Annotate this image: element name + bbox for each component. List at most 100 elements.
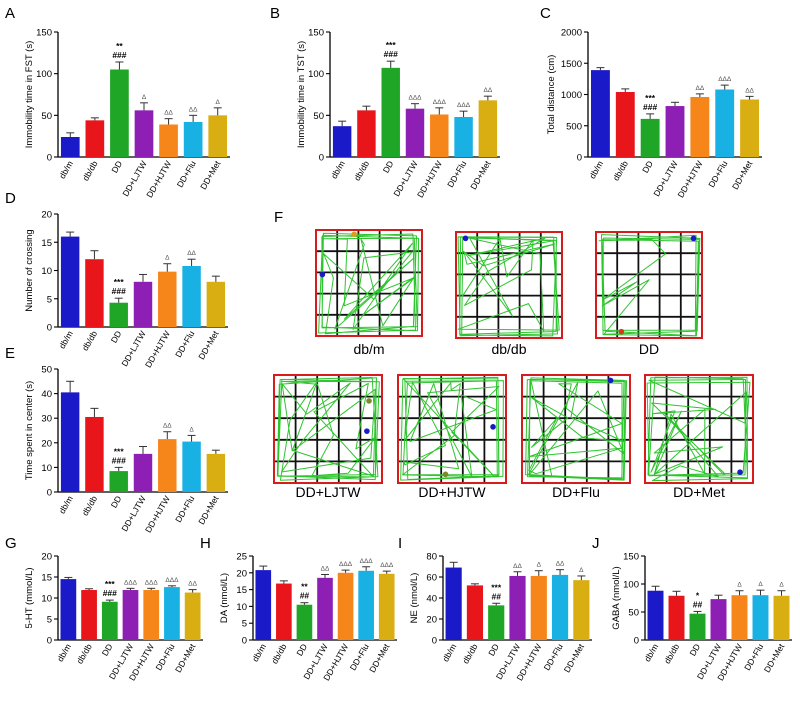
track-arena-dd-flu: DD+Flu — [521, 374, 631, 500]
y-tick-label: 5 — [47, 294, 52, 305]
y-tick-label: 15 — [41, 573, 52, 584]
significance-mark: ΔΔ — [321, 565, 330, 572]
bar-dd — [109, 471, 128, 492]
significance-mark: *** — [114, 277, 125, 287]
bar-dd-hjtw — [690, 97, 710, 157]
significance-mark: ΔΔ — [189, 106, 198, 113]
x-tick-label: DD+Flu — [173, 329, 196, 359]
bar-dd — [381, 67, 400, 157]
x-tick-label: DD+Met — [562, 641, 587, 674]
x-tick-label: db/db — [460, 642, 479, 666]
panel-label: A — [5, 5, 15, 22]
bar-db-db — [85, 416, 104, 492]
significance-mark: Δ — [579, 567, 584, 574]
bar-db-db — [357, 110, 376, 157]
significance-mark: Δ — [737, 582, 742, 589]
position-marker — [690, 235, 697, 242]
y-tick-label: 50 — [313, 111, 324, 122]
y-tick-label: 50 — [41, 111, 52, 122]
bar-dd-flu — [182, 265, 201, 327]
arena-border — [273, 374, 383, 484]
y-axis-label: DA (nmol/L) — [219, 573, 230, 623]
x-tick-label: db/m — [250, 642, 268, 663]
significance-mark: ### — [643, 102, 657, 112]
significance-mark: ΔΔΔ — [457, 102, 471, 109]
arena-border — [521, 374, 631, 484]
x-tick-label: DD+HJTW — [675, 159, 704, 199]
y-tick-label: 15 — [236, 585, 247, 596]
significance-mark: ## — [693, 599, 703, 609]
significance-mark: ΔΔ — [556, 561, 565, 568]
bar-dd-ljtw — [133, 453, 153, 492]
bar-dd-met — [378, 573, 395, 640]
x-tick-label: DD+Flu — [445, 159, 468, 189]
significance-mark: ΔΔΔ — [408, 95, 422, 102]
significance-mark: ## — [491, 591, 501, 601]
bar-dd — [110, 69, 129, 157]
bar-dd-hjtw — [731, 595, 748, 640]
x-tick-label: db/m — [57, 159, 75, 180]
significance-mark: ΔΔ — [484, 87, 493, 94]
x-tick-label: db/db — [75, 642, 94, 666]
arena-label: DD+LJTW — [296, 484, 362, 500]
track-arena-db-m: db/m — [315, 229, 423, 357]
significance-mark: ΔΔ — [164, 110, 173, 117]
bar-db-db — [85, 259, 104, 327]
significance-mark: ΔΔΔ — [718, 76, 732, 83]
y-tick-label: 100 — [36, 69, 52, 80]
significance-mark: * — [696, 590, 700, 600]
significance-mark: Δ — [165, 255, 170, 262]
bar-dd-ljtw — [133, 281, 153, 327]
x-tick-label: DD+Met — [196, 328, 221, 361]
bar-dd-hjtw — [143, 590, 160, 640]
significance-mark: Δ — [758, 581, 763, 588]
x-tick-label: db/m — [55, 642, 73, 663]
x-tick-label: DD+Met — [198, 158, 223, 191]
bar-db-m — [60, 392, 80, 492]
chart-g: G 0 5 10 15 20 5-HT (mmol/L) db/m db/db ***### DD Δ… — [5, 535, 203, 682]
bar-dd — [109, 302, 128, 327]
movement-track — [318, 232, 420, 335]
movement-track — [276, 377, 380, 481]
y-tick-label: 150 — [308, 28, 324, 39]
arena-border — [397, 374, 507, 484]
y-axis-label: GABA (nmol/L) — [611, 566, 622, 629]
x-tick-label: db/db — [352, 159, 371, 183]
y-tick-label: 20 — [41, 552, 52, 563]
bar-dd — [488, 605, 505, 640]
bar-db-m — [647, 590, 664, 640]
bar-dd-ljtw — [665, 106, 685, 157]
significance-mark: Δ — [189, 426, 194, 433]
significance-mark: Δ — [142, 94, 147, 101]
panel-label: I — [398, 535, 402, 552]
y-tick-label: 80 — [426, 552, 437, 563]
significance-mark: ΔΔ — [188, 581, 197, 588]
movement-track — [525, 377, 627, 481]
y-tick-label: 10 — [41, 266, 52, 277]
significance-mark: ### — [384, 49, 398, 59]
bar-dd-flu — [182, 441, 201, 492]
bar-dd-hjtw — [430, 114, 449, 157]
significance-mark: ### — [103, 588, 117, 598]
significance-mark: ΔΔΔ — [360, 558, 374, 565]
bar-dd-met — [208, 115, 228, 157]
y-tick-label: 0 — [319, 153, 324, 164]
x-tick-label: db/m — [57, 494, 75, 515]
panel-label: C — [540, 5, 551, 22]
position-marker — [490, 424, 496, 430]
position-marker — [462, 235, 469, 242]
y-tick-label: 0 — [47, 153, 52, 164]
position-marker — [607, 377, 614, 384]
position-marker — [319, 271, 326, 278]
position-marker — [737, 469, 743, 476]
x-tick-label: db/db — [611, 159, 630, 183]
movement-track — [598, 234, 701, 337]
position-marker — [351, 231, 357, 238]
bar-db-m — [60, 137, 80, 157]
bar-dd-ljtw — [509, 575, 526, 640]
bar-db-db — [85, 120, 105, 157]
open-field-tracks: Fdb/m db/db DD DD+LJTW DD+HJTW DD+Flu DD+Met — [273, 209, 754, 500]
y-tick-label: 100 — [308, 69, 324, 80]
y-tick-label: 60 — [426, 573, 437, 584]
